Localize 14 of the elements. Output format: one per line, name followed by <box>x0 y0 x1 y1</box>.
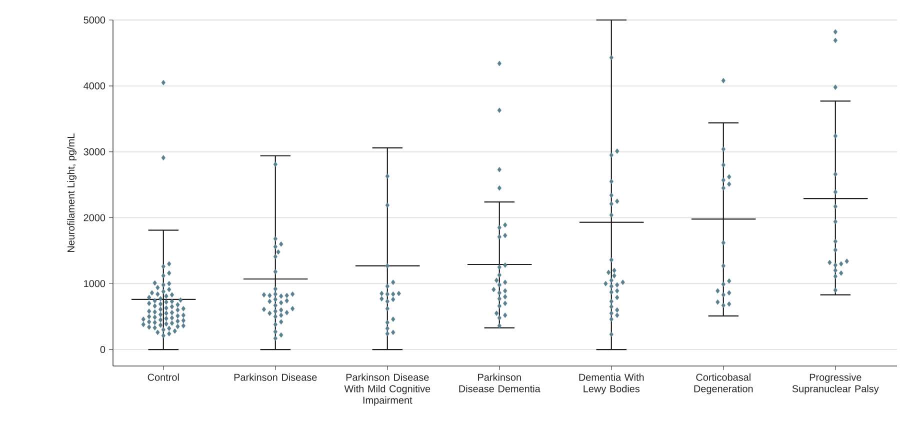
y-tick-label: 0 <box>100 346 106 354</box>
x-tick-label: Control <box>148 374 179 381</box>
y-tick-label: 5000 <box>84 16 106 24</box>
x-tick-label: Progressive Supranuclear Palsy <box>792 374 879 394</box>
y-tick-label: 4000 <box>84 82 106 90</box>
y-axis-title: Neurofilament Light, pg/mL <box>67 134 76 252</box>
y-tick-label: 2000 <box>84 214 106 222</box>
y-tick-label: 1000 <box>84 280 106 288</box>
x-tick-label: Parkinson Disease With Mild Cognitive Impairment <box>344 374 430 406</box>
x-tick-label: Parkinson Disease <box>234 374 317 381</box>
y-tick-label: 3000 <box>84 148 106 156</box>
x-tick-label: Parkinson Disease Dementia <box>459 374 540 392</box>
x-tick-label: Dementia With Lewy Bodies <box>579 374 644 394</box>
x-tick-label: Corticobasal Degeneration <box>694 374 753 394</box>
